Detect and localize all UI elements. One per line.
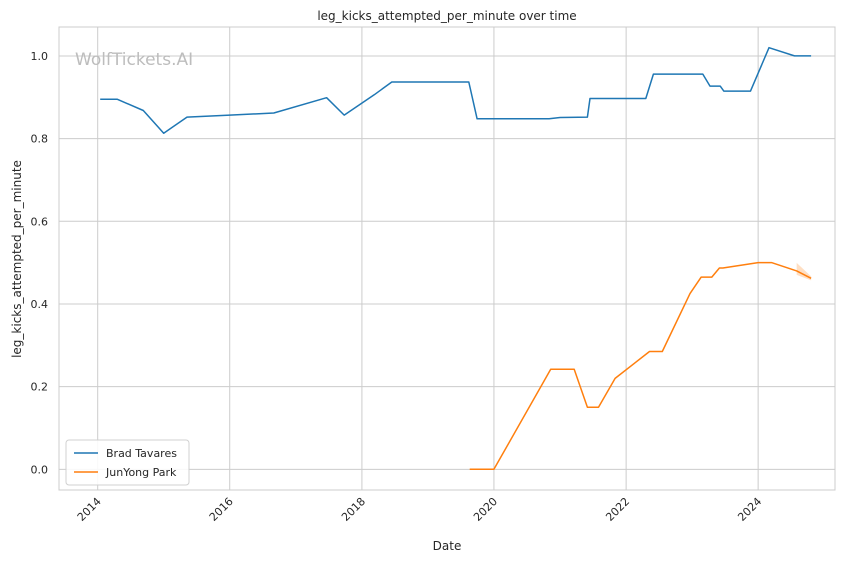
y-tick-label: 0.2 xyxy=(31,381,49,394)
y-tick-label: 1.0 xyxy=(31,50,49,63)
plot-frame xyxy=(58,26,836,491)
series-line-brad-tavares xyxy=(100,46,812,134)
chart-title: leg_kicks_attempted_per_minute over time xyxy=(317,9,576,23)
x-axis-title: Date xyxy=(433,539,462,553)
y-tick-label: 0.8 xyxy=(31,133,49,146)
series-layer xyxy=(100,46,812,471)
watermark-text: WolfTickets.AI xyxy=(75,50,193,70)
y-tick-labels: 0.0 0.2 0.4 0.6 0.8 1.0 xyxy=(31,50,49,476)
y-tick-label: 0.6 xyxy=(31,215,49,228)
y-tick-label: 0.0 xyxy=(31,463,49,476)
y-axis-title: leg_kicks_attempted_per_minute xyxy=(10,160,24,358)
series-line-junyong-park xyxy=(469,261,812,471)
legend-label: JunYong Park xyxy=(105,466,177,479)
legend-label: Brad Tavares xyxy=(106,447,177,460)
confidence-band xyxy=(796,262,812,281)
legend-box xyxy=(65,439,190,486)
y-tick-label: 0.4 xyxy=(31,298,49,311)
legend: Brad Tavares JunYong Park xyxy=(65,439,190,486)
grid xyxy=(59,27,835,490)
